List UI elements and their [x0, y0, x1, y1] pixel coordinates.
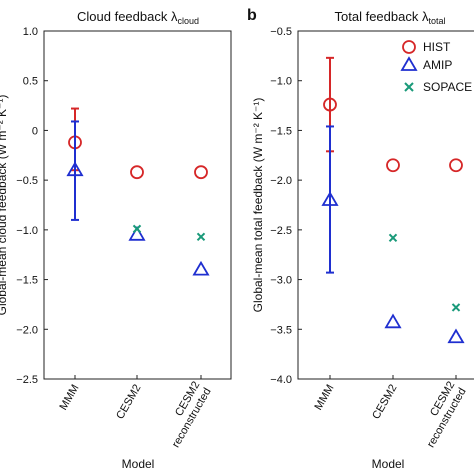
- point-amip: [128, 226, 146, 241]
- x-tick-label-line: MMM: [57, 383, 81, 413]
- legend-label-hist: HIST: [423, 40, 451, 54]
- y-tick-label: −2.0: [270, 175, 292, 187]
- y-tick-label: −3.0: [270, 275, 292, 287]
- y-tick-label: 0: [32, 125, 38, 137]
- y-tick-label: −1.5: [270, 125, 292, 137]
- x-tick-label-line: CESM2: [370, 383, 399, 422]
- y-tick-label: −4.0: [270, 374, 292, 386]
- y-tick-label: −0.5: [270, 26, 292, 38]
- legend: HIST AMIP SOPACE: [400, 40, 472, 94]
- chart-title-cloud-sub: cloud: [177, 16, 199, 26]
- x-tick-label: MMM: [57, 383, 81, 413]
- y-tick-label: −2.0: [16, 324, 38, 336]
- point-amip: [384, 313, 402, 329]
- point-amip: [66, 161, 84, 177]
- y-axis-label-cloud: Global-mean cloud feedback (W m⁻² K⁻¹): [0, 95, 9, 316]
- panel-total-feedback: b Total feedback λtotal Global-mean tota…: [247, 7, 474, 471]
- y-tick-label: −1.0: [16, 225, 38, 237]
- point-hist: [386, 158, 400, 173]
- x-tick-label-line: CESM2: [114, 383, 143, 422]
- x-tick-label: CESM2: [370, 383, 399, 422]
- point-sopace: [388, 233, 398, 243]
- point-hist: [449, 158, 463, 173]
- legend-label-sopace: SOPACE: [423, 80, 472, 94]
- data-marks-cloud: [66, 107, 210, 276]
- y-tick-label: −1.5: [16, 275, 38, 287]
- y-tick-label: −3.5: [270, 324, 292, 336]
- y-axis-label-total: Global-mean total feedback (W m⁻² K⁻¹): [251, 98, 265, 313]
- y-ticks-cloud: 1.0 0.5 0 −0.5 −1.0 −1.5 −2.0 −2.5: [16, 26, 48, 386]
- x-axis-label-total: Model: [372, 457, 405, 471]
- legend-marker-sopace: [404, 82, 414, 92]
- point-sopace: [132, 224, 142, 234]
- y-tick-label: −0.5: [16, 175, 38, 187]
- legend-marker-hist: [402, 40, 416, 54]
- y-tick-label: −1.0: [270, 76, 292, 88]
- legend-label-amip: AMIP: [423, 58, 452, 72]
- y-tick-label: −2.5: [16, 374, 38, 386]
- x-tick-label: MMM: [312, 383, 336, 413]
- chart-title-total: Total feedback λtotal: [335, 9, 446, 26]
- data-marks-total: [321, 56, 465, 344]
- point-hist: [130, 165, 144, 180]
- x-tick-label: CESM2: [114, 383, 143, 422]
- panel-cloud-feedback: Cloud feedback λcloud Global-mean cloud …: [0, 9, 232, 471]
- chart-title-total-main: Total feedback λ: [335, 9, 429, 24]
- chart-title-cloud-main: Cloud feedback λ: [77, 9, 178, 24]
- x-axis-label-cloud: Model: [122, 457, 155, 471]
- plot-frame-cloud: [43, 30, 232, 380]
- point-amip: [192, 260, 210, 276]
- legend-marker-amip: [400, 56, 418, 71]
- point-amip: [321, 191, 339, 206]
- y-ticks-total: −0.5 −1.0 −1.5 −2.0 −2.5 −3.0 −3.5 −4.0: [270, 26, 302, 386]
- y-tick-label: −2.5: [270, 225, 292, 237]
- chart-title-total-sub: total: [428, 16, 445, 26]
- chart-title-cloud: Cloud feedback λcloud: [77, 9, 199, 26]
- y-tick-label: 1.0: [23, 26, 38, 38]
- x-tick-label-line: MMM: [312, 383, 336, 413]
- point-sopace: [196, 232, 206, 242]
- point-sopace: [451, 303, 461, 312]
- y-tick-label: 0.5: [23, 76, 38, 88]
- point-hist: [194, 165, 208, 180]
- point-hist: [323, 97, 337, 112]
- panel-letter-b: b: [247, 7, 257, 24]
- point-amip: [447, 328, 465, 344]
